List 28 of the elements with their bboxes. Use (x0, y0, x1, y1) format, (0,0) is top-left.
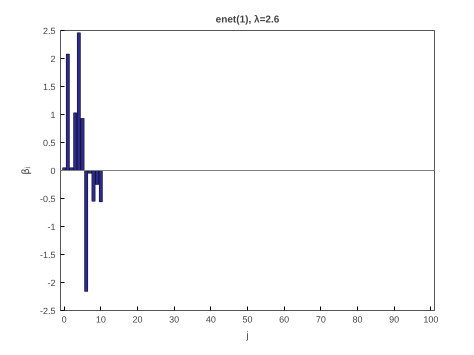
y-tick-label: 0.5 (42, 138, 56, 148)
x-tick-label: 50 (242, 314, 253, 324)
y-tick-label: -2.5 (40, 306, 56, 316)
y-tick-label: 1 (50, 110, 56, 120)
x-axis-title: j (245, 330, 249, 342)
x-tick-label: 20 (132, 314, 143, 324)
y-tick-label: -1 (48, 222, 56, 232)
bar (76, 32, 81, 171)
y-tick-label: -2 (48, 278, 56, 288)
bar (98, 170, 103, 202)
y-tick-label: 2 (50, 54, 56, 64)
bar (92, 170, 96, 202)
y-tick-label: 1.5 (42, 82, 56, 92)
x-tick-label: 100 (423, 314, 438, 324)
y-axis-title: βⱼ (20, 166, 32, 175)
y-tick-label: -0.5 (40, 194, 56, 204)
x-tick-label: 60 (279, 314, 290, 324)
x-tick-label: 0 (62, 314, 67, 324)
y-tick-label: 2.5 (42, 26, 56, 36)
x-tick-label: 70 (316, 314, 326, 324)
x-tick-label: 40 (206, 314, 216, 324)
chart-title: enet(1), λ=2.6 (216, 14, 280, 26)
x-tick-label: 90 (389, 314, 400, 324)
x-tick-label: 80 (352, 314, 363, 324)
x-tick-label: 30 (169, 314, 180, 324)
y-tick-label: 0 (50, 166, 56, 176)
x-tick-label: 10 (96, 314, 106, 324)
y-tick-label: -1.5 (40, 250, 56, 260)
